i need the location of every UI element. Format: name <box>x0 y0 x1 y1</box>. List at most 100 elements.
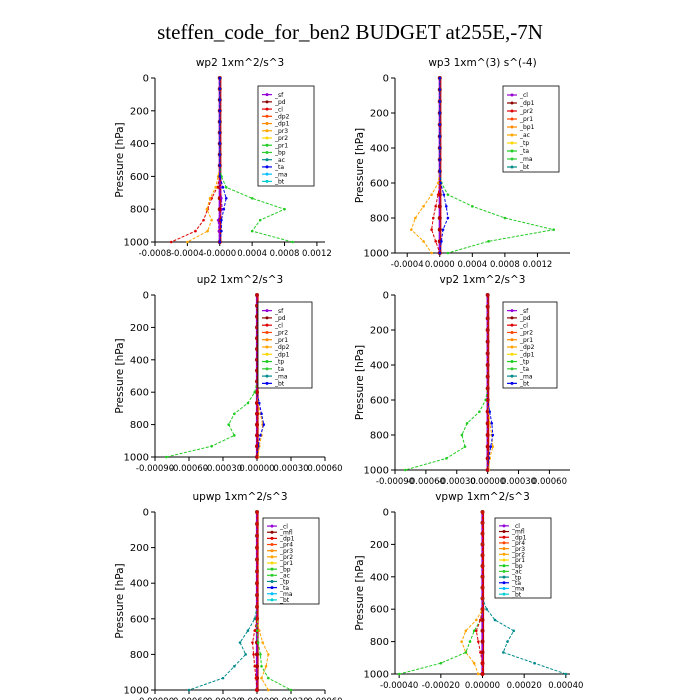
series-point-ta <box>220 218 223 222</box>
y-tick-label: 1000 <box>124 238 149 249</box>
series-point-ac <box>259 653 262 656</box>
legend-marker <box>270 567 274 571</box>
x-tick-label: -0.0004 <box>171 249 204 259</box>
series-point-tp <box>438 76 442 80</box>
series-point-sf <box>486 328 489 332</box>
y-tick-label: 200 <box>130 543 149 554</box>
series-point-dp1 <box>255 617 259 621</box>
panel-title: upwp 1xm^2/s^3 <box>193 491 288 503</box>
series-point-bp <box>258 218 262 222</box>
legend-marker <box>265 158 269 162</box>
legend-label: _ta <box>274 366 284 373</box>
legend-marker <box>265 374 269 378</box>
series-point-tp <box>253 617 257 621</box>
y-tick-label: 200 <box>370 540 389 551</box>
legend-marker <box>510 330 514 334</box>
legend-marker <box>502 581 506 585</box>
series-point-ac <box>260 664 263 668</box>
series-point-dp1 <box>255 558 259 561</box>
series-point-dp1 <box>481 672 484 676</box>
x-tick-label: 0.00060 <box>307 464 342 474</box>
series-point-dp1 <box>252 653 255 656</box>
series-point-sf <box>486 410 489 413</box>
legend-label: _ta <box>519 148 529 155</box>
legend-marker <box>265 172 269 176</box>
series-point-tp <box>438 158 442 161</box>
series-point-pr2 <box>464 629 468 633</box>
x-tick-label: -0.00030 <box>204 464 242 474</box>
legend-label: _pr1 <box>279 560 293 567</box>
series-point-sf <box>255 444 259 448</box>
series-point-pr3 <box>208 196 212 200</box>
series-point-dp2 <box>210 444 213 448</box>
series-point-tp <box>438 123 442 126</box>
x-tick-label: 0.00000 <box>239 697 274 700</box>
legend-label: _pr1 <box>519 337 533 344</box>
series-point-ac <box>439 661 443 665</box>
y-tick-label: 200 <box>130 323 149 334</box>
series-point-dp1 <box>481 553 484 557</box>
legend-label: _tp <box>519 140 529 147</box>
legend-marker <box>265 338 269 342</box>
series-point-tp <box>444 205 448 208</box>
series-point-dp1 <box>481 532 484 535</box>
legend-label: _ma <box>274 171 288 178</box>
chart-panel-1: wp2 1xm^2/s^3 0 200 400 600 800 1000 Pressure [… <box>114 57 332 259</box>
y-axis-label: Pressure [hPa] <box>354 555 366 630</box>
legend-marker <box>270 561 274 565</box>
series-line-ac <box>399 512 483 675</box>
x-tick-label: -0.0008 <box>139 249 172 259</box>
y-tick-label: 1000 <box>124 453 149 464</box>
series-point-dp2 <box>465 422 469 425</box>
series-point-pr3 <box>186 240 189 244</box>
zero-profile-marker <box>217 207 222 212</box>
x-tick-label: -0.0000 <box>203 249 236 259</box>
series-point-bp <box>250 229 254 233</box>
legend-marker <box>265 381 269 385</box>
series-point-pd <box>217 229 221 233</box>
legend-label: _tp <box>511 574 521 581</box>
legend-label: _ac <box>274 157 285 164</box>
series-point-sf <box>486 457 489 460</box>
legend-marker <box>510 374 514 378</box>
y-tick-label: 200 <box>130 106 149 117</box>
series-point-pr2 <box>257 629 261 632</box>
zero-profile-marker <box>437 227 442 232</box>
legend-marker <box>265 309 269 313</box>
series-point-tp <box>440 240 443 243</box>
legend-label: _ma <box>274 373 288 380</box>
legend-marker <box>510 165 514 169</box>
y-tick-label: 0 <box>143 508 149 519</box>
series-point-pr2 <box>267 688 270 692</box>
series-point-tp <box>489 445 493 448</box>
legend-marker <box>270 536 274 540</box>
legend-label: _pd <box>274 315 286 322</box>
legend-marker <box>265 179 269 183</box>
legend-label: _ta <box>274 164 284 171</box>
legend-label: _tp <box>279 579 289 586</box>
legend-label: _bp1 <box>519 124 535 131</box>
series-point-tp <box>564 672 568 676</box>
x-tick-label: 0.0004 <box>457 260 487 270</box>
series-point-dp1 <box>254 676 258 680</box>
legend-marker <box>265 122 269 126</box>
series-point-ta <box>218 131 222 134</box>
legend-label: _bp <box>274 150 286 157</box>
legend-marker <box>510 133 514 137</box>
series-point-tp <box>502 651 505 654</box>
legend-marker <box>510 109 514 113</box>
legend-marker <box>502 569 506 573</box>
series-point-pr3 <box>206 229 209 233</box>
figure-title: steffen_code_for_ben2 BUDGET at255E,-7N <box>157 20 543 44</box>
y-tick-label: 1000 <box>364 670 389 681</box>
legend-marker <box>265 316 269 320</box>
series-point-pd <box>216 218 220 222</box>
series-point-ac <box>464 651 468 654</box>
series-point-dp2 <box>253 390 257 394</box>
chart-panel-6: vpwp 1xm^2/s^3 0 200 400 600 800 1000 Pressure … <box>354 491 583 691</box>
series-point-tp <box>442 193 446 196</box>
y-tick-label: 0 <box>143 291 149 302</box>
series-point-pd <box>219 186 222 189</box>
